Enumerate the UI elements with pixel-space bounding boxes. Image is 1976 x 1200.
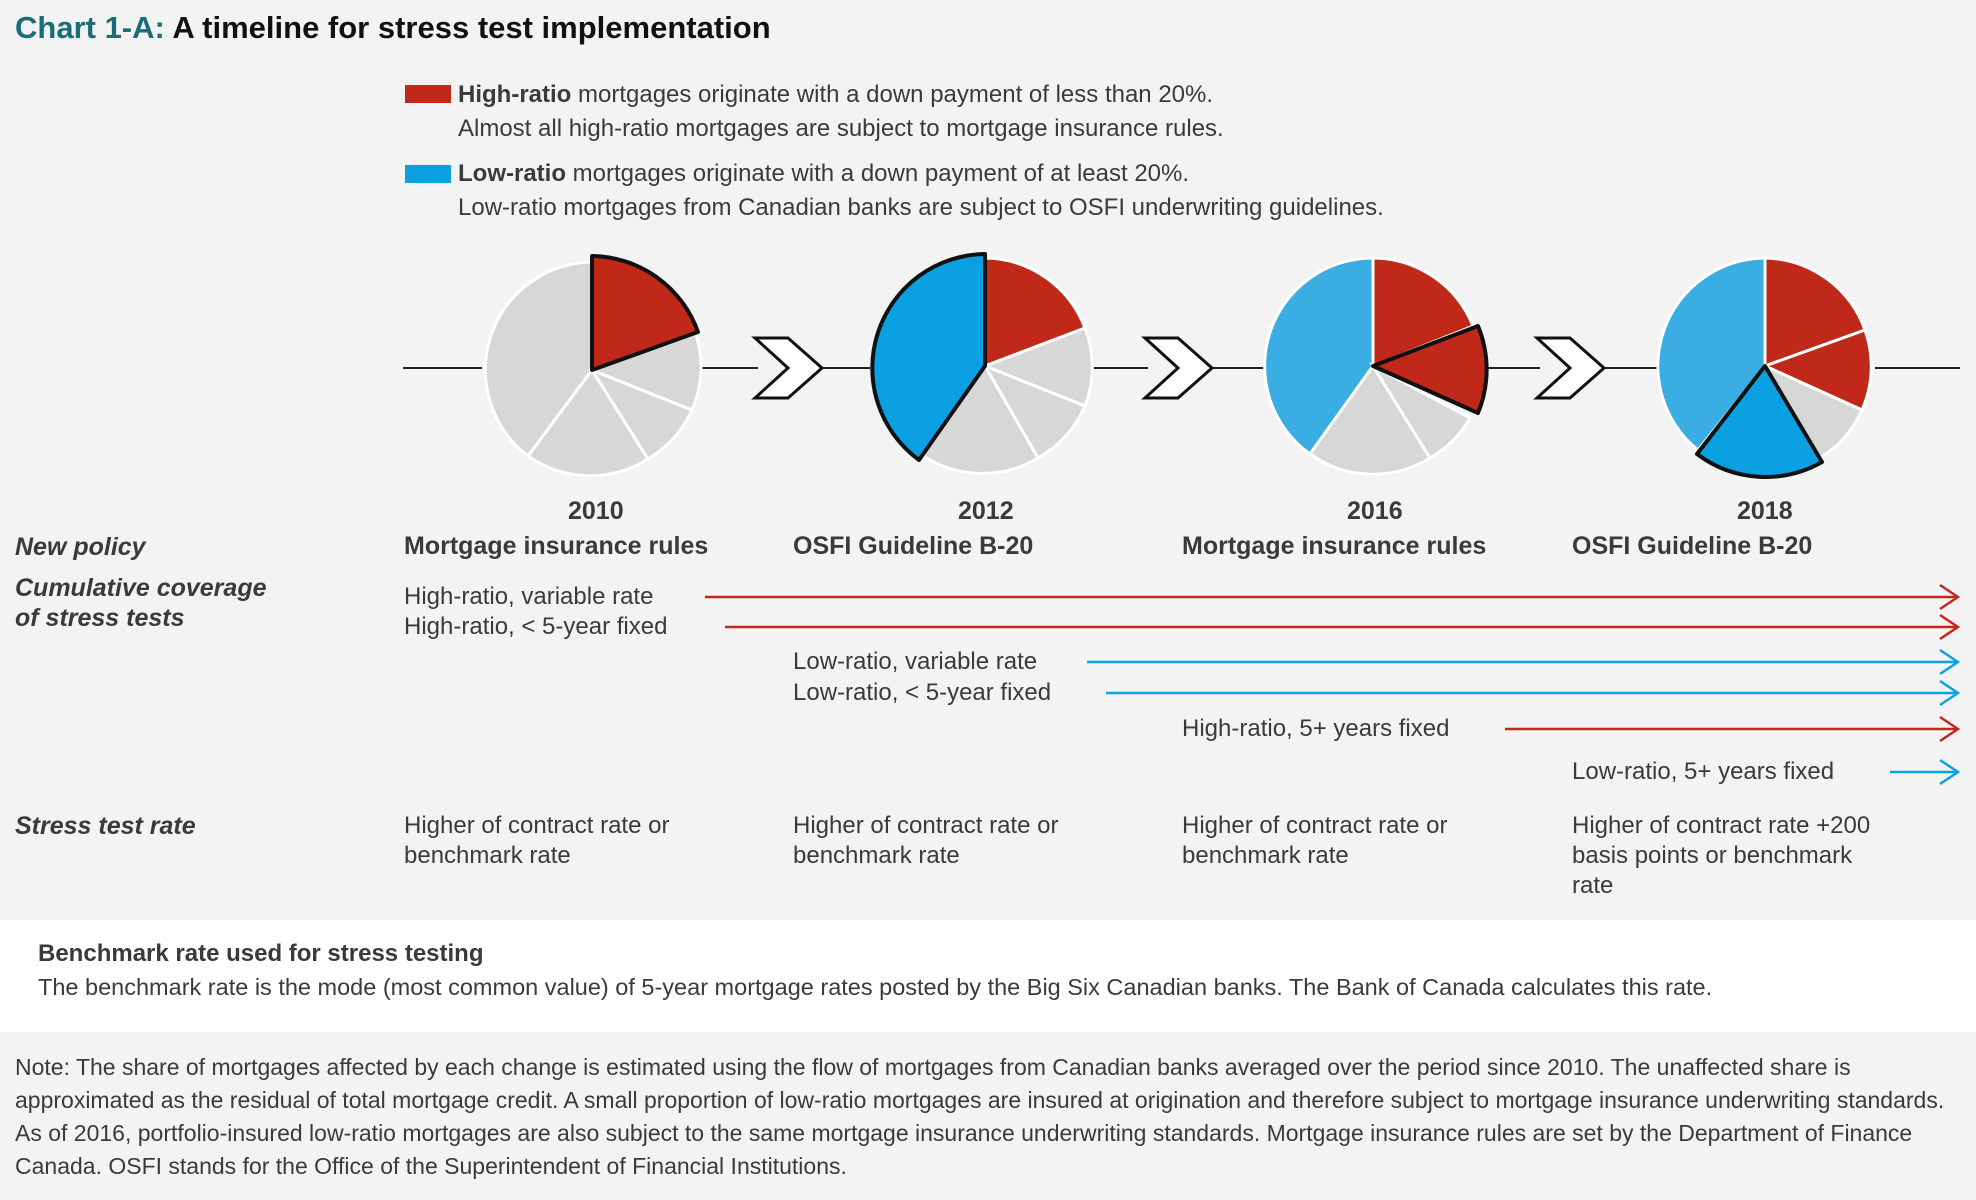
rate-2016: Higher of contract rate or benchmark rat… — [1182, 812, 1448, 869]
pie-slice-high-ratio — [1761, 328, 1873, 412]
coverage-label-high-variable: High-ratio, variable rate — [404, 583, 654, 610]
benchmark-text: The benchmark rate is the mode (most com… — [38, 974, 1713, 1000]
legend-high: High-ratio mortgages originate with a do… — [458, 78, 1224, 146]
year-2010: 2010 — [568, 497, 624, 525]
timeline-graphic — [403, 252, 1960, 920]
coverage-label-low-variable: Low-ratio, variable rate — [793, 648, 1038, 675]
pie-slice-high-ratio — [1371, 256, 1475, 369]
coverage-label-high-short-fixed: High-ratio, < 5-year fixed — [404, 613, 668, 640]
coverage-label-high-long-fixed: High-ratio, 5+ years fixed — [1182, 715, 1450, 742]
legend-low-bold: Low-ratio — [458, 160, 566, 187]
legend-swatch-high — [405, 85, 451, 103]
pie-slice-low-ratio-new — [1695, 364, 1824, 479]
legend-low: Low-ratio mortgages originate with a dow… — [458, 157, 1384, 225]
rate-2010: Higher of contract rate or benchmark rat… — [404, 812, 670, 869]
rate-2018: Higher of contract rate +200 basis point… — [1572, 812, 1871, 899]
pie-2018 — [1656, 256, 1873, 479]
pie-slice-low-ratio-new — [870, 252, 987, 462]
row-label-stress-rate: Stress test rate — [15, 812, 196, 840]
chart-title-text: A timeline for stress test implementatio… — [172, 10, 771, 45]
row-label-coverage-line1: Cumulative coverage — [15, 574, 267, 602]
policy-2016: Mortgage insurance rules — [1182, 532, 1487, 560]
year-2012: 2012 — [958, 497, 1014, 525]
timeline-chevron-icon — [1141, 336, 1215, 400]
pie-slice-unaffected — [1307, 363, 1433, 476]
policy-2018: OSFI Guideline B-20 — [1572, 532, 1813, 560]
pie-slice-high-ratio-new — [1371, 324, 1489, 415]
row-label-coverage: Cumulative coverage of stress tests — [15, 573, 267, 633]
pie-slice-unaffected — [483, 260, 594, 459]
timeline-chevron-icon — [1533, 336, 1607, 400]
timeline-chevron-icon — [751, 336, 825, 400]
pie-2010 — [483, 254, 703, 478]
pie-slice-unaffected — [1368, 362, 1473, 461]
benchmark-title: Benchmark rate used for stress testing — [38, 940, 484, 967]
coverage-label-low-long-fixed: Low-ratio, 5+ years fixed — [1572, 758, 1835, 785]
chart-number: Chart 1-A: — [15, 10, 165, 45]
legend-low-line2: Low-ratio mortgages from Canadian banks … — [458, 194, 1384, 221]
pie-slice-unaffected — [525, 367, 651, 478]
coverage-label-low-short-fixed: Low-ratio, < 5-year fixed — [793, 679, 1052, 706]
legend-high-line2: Almost all high-ratio mortgages are subj… — [458, 115, 1224, 142]
policy-2010: Mortgage insurance rules — [404, 532, 709, 560]
year-2018: 2018 — [1737, 497, 1793, 525]
legend-high-line1: mortgages originate with a down payment … — [571, 81, 1214, 108]
pie-2016 — [1263, 256, 1489, 476]
pie-slice-unaffected — [587, 332, 703, 412]
pie-slice-high-ratio — [983, 256, 1087, 369]
pie-2012 — [870, 252, 1094, 475]
legend-swatch-low — [405, 165, 451, 183]
rate-2012: Higher of contract rate or benchmark rat… — [793, 812, 1059, 869]
legend-low-line1: mortgages originate with a down payment … — [566, 160, 1190, 187]
pie-slice-unaffected — [980, 326, 1094, 408]
pie-slice-low-ratio — [1263, 256, 1375, 457]
benchmark-panel — [0, 920, 1976, 1032]
policy-2012: OSFI Guideline B-20 — [793, 532, 1034, 560]
footnote: Note: The share of mortgages affected by… — [15, 1054, 1945, 1179]
pie-slice-unaffected — [919, 363, 1041, 475]
row-label-new-policy: New policy — [15, 533, 146, 561]
pie-slice-low-ratio — [1656, 256, 1767, 453]
legend-high-bold: High-ratio — [458, 81, 572, 108]
pie-slice-high-ratio-new — [590, 254, 700, 372]
row-label-coverage-line2: of stress tests — [15, 604, 185, 632]
chart-title: Chart 1-A: A timeline for stress test im… — [15, 10, 771, 46]
year-2016: 2016 — [1347, 497, 1403, 525]
